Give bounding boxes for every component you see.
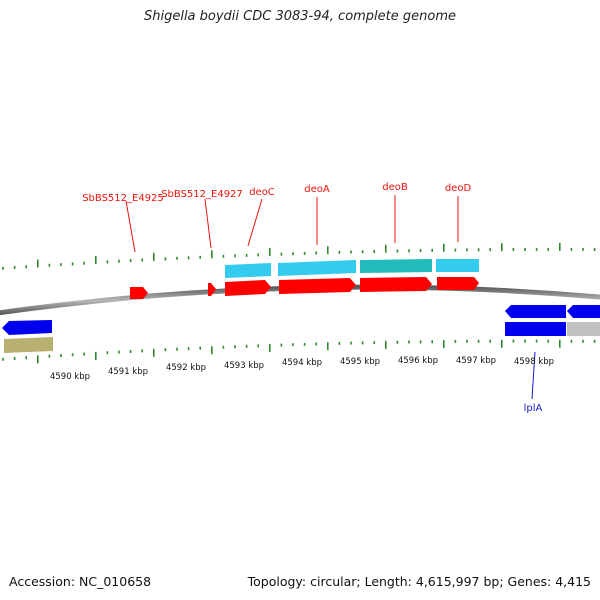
gene-label-SbBS512_E4927[interactable]: SbBS512_E4927 — [161, 189, 243, 200]
cds-deoD-cyan[interactable] — [436, 259, 479, 272]
inner-tick-track — [2, 339, 596, 364]
gene-label-deoB[interactable]: deoB — [382, 182, 408, 193]
cds-right-blue-2[interactable] — [567, 305, 600, 318]
kbp-label: 4596 kbp — [398, 356, 438, 366]
kbp-label: 4597 kbp — [456, 356, 496, 366]
gene-label-deoC[interactable]: deoC — [249, 187, 275, 198]
kbp-label: 4598 kbp — [514, 357, 554, 367]
kbp-label: 4590 kbp — [50, 372, 90, 382]
kbp-labels: 4590 kbp 4591 kbp 4592 kbp 4593 kbp 4594… — [50, 356, 554, 382]
gene-label-SbBS512_E4925[interactable]: SbBS512_E4925 — [82, 193, 164, 204]
cds-SbBS512_E4927[interactable] — [208, 283, 216, 296]
cds-SbBS512_E4925[interactable] — [130, 287, 148, 299]
cds-deoD[interactable] — [437, 277, 479, 290]
kbp-label: 4594 kbp — [282, 358, 322, 368]
kbp-label: 4595 kbp — [340, 357, 380, 367]
gene-label-deoD[interactable]: deoD — [445, 183, 472, 194]
gene-label-lplA[interactable]: lplA — [524, 403, 543, 414]
kbp-label: 4593 kbp — [224, 361, 264, 371]
cds-deoB-teal[interactable] — [360, 259, 432, 273]
leader-lplA — [531, 351, 536, 400]
cds-left-blue[interactable] — [2, 320, 52, 335]
kbp-label: 4592 kbp — [166, 363, 206, 373]
leader-SbBS512_E4925 — [125, 200, 136, 253]
gene-labels: SbBS512_E4925 SbBS512_E4927 deoC deoA de… — [82, 182, 542, 414]
map-title: Shigella boydii CDC 3083-94, complete ge… — [143, 9, 457, 24]
cds-deoA-cyan[interactable] — [278, 260, 356, 276]
gene-label-leaders — [125, 195, 536, 400]
accession-text: Accession: NC_010658 — [9, 574, 152, 589]
leader-SbBS512_E4927 — [204, 198, 212, 249]
cds-deoA[interactable] — [279, 278, 356, 294]
cds-deoC-cyan[interactable] — [225, 263, 271, 278]
leader-deoC — [247, 198, 263, 247]
outer-tick-track — [2, 242, 596, 270]
cds-right-blue-1[interactable] — [505, 305, 566, 318]
feature-track — [2, 259, 600, 353]
cds-lplA[interactable] — [505, 322, 566, 336]
gene-label-deoA[interactable]: deoA — [304, 184, 330, 195]
cds-right-gray[interactable] — [567, 322, 600, 336]
cds-deoB[interactable] — [360, 277, 432, 292]
kbp-label: 4591 kbp — [108, 367, 148, 377]
cds-left-olive[interactable] — [4, 337, 53, 353]
cds-deoC[interactable] — [225, 280, 271, 296]
genome-summary-text: Topology: circular; Length: 4,615,997 bp… — [247, 574, 591, 589]
